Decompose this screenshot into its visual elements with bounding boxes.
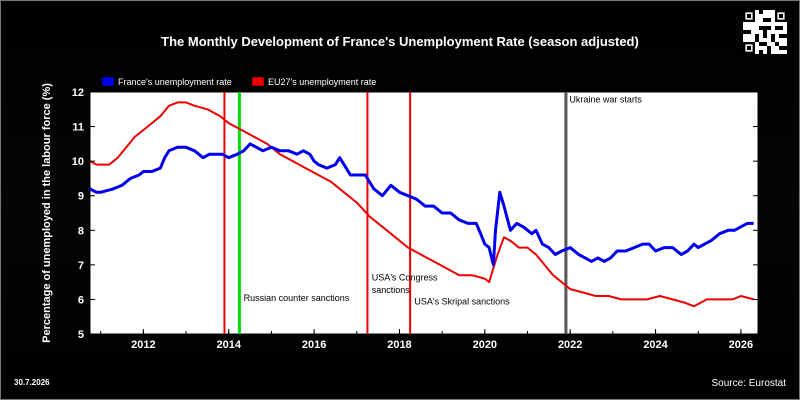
event-annotation: Russian counter sanctions <box>244 293 350 303</box>
event-annotation: sanctions <box>372 285 411 295</box>
legend-swatch <box>251 76 265 87</box>
series-line <box>89 142 754 267</box>
date-stamp: 30.7.2026 <box>14 378 50 387</box>
legend-label: France's unemployment rate <box>118 77 232 87</box>
x-tick-label: 2020 <box>473 339 497 351</box>
y-axis-label: Percentage of unemployed in the labour f… <box>41 83 53 343</box>
y-tick-label: 10 <box>72 156 84 168</box>
y-tick-label: 6 <box>78 294 84 306</box>
x-tick-label: 2012 <box>131 339 155 351</box>
y-tick-label: 9 <box>78 191 84 203</box>
x-tick-label: 2014 <box>216 339 241 351</box>
x-tick-label: 2022 <box>558 339 582 351</box>
plot-area <box>89 91 759 335</box>
x-tick-label: 2026 <box>729 339 753 351</box>
series-line <box>89 101 754 308</box>
legend-label: EU27's unemployment rate <box>268 77 376 87</box>
event-annotation: USA's Congress <box>372 272 438 282</box>
x-tick-label: 2018 <box>387 339 411 351</box>
y-tick-label: 8 <box>78 225 84 237</box>
y-tick-label: 12 <box>72 87 84 99</box>
y-tick-label: 7 <box>78 260 84 272</box>
event-annotation: USA's Skripal sanctions <box>414 297 510 307</box>
legend-swatch <box>101 76 115 87</box>
y-tick-label: 11 <box>72 122 84 134</box>
qr-code-icon <box>743 10 787 54</box>
event-annotation: Ukraine war starts <box>569 94 642 104</box>
y-tick-label: 5 <box>78 329 84 341</box>
x-tick-label: 2024 <box>643 339 668 351</box>
source-note: Source: Eurostat <box>711 378 786 389</box>
chart-title: The Monthly Development of France's Unem… <box>161 34 639 49</box>
x-tick-label: 2016 <box>302 339 326 351</box>
